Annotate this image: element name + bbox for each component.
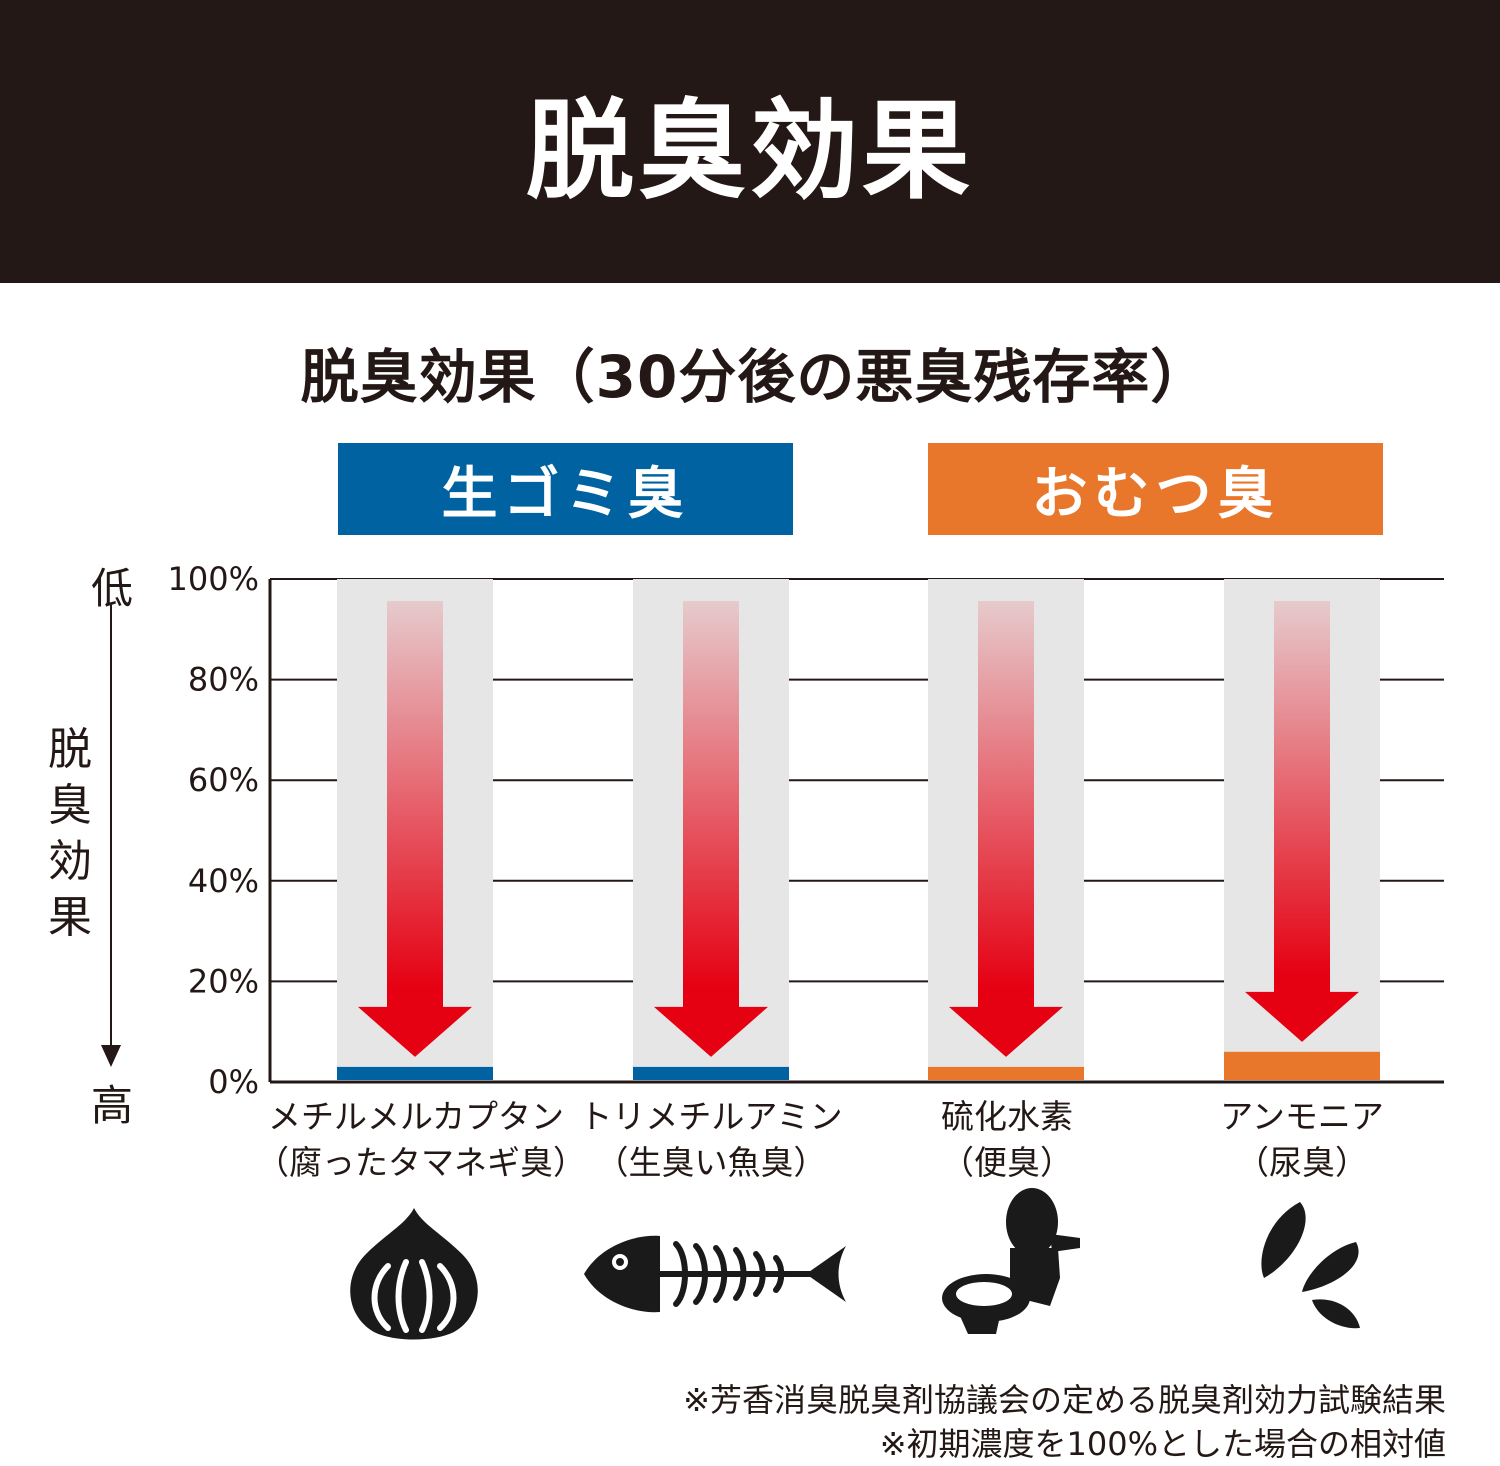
category-label: トリメチルアミン （生臭い魚臭） bbox=[551, 1094, 871, 1186]
reduction-arrow bbox=[949, 601, 1063, 1057]
category-name: アンモニア bbox=[1220, 1097, 1384, 1136]
category-label: メチルメルカプタン （腐ったタマネギ臭） bbox=[256, 1094, 586, 1186]
group-label-diaper: おむつ臭 bbox=[928, 443, 1383, 535]
group-label-raw-garbage: 生ゴミ臭 bbox=[338, 443, 793, 535]
fish-bone-icon bbox=[584, 1235, 846, 1313]
category-name: 硫化水素 bbox=[941, 1097, 1073, 1136]
category-name: メチルメルカプタン bbox=[267, 1097, 564, 1136]
reduction-arrow bbox=[1245, 601, 1359, 1042]
header-banner: 脱臭効果 bbox=[0, 0, 1500, 283]
y-tick-label: 0% bbox=[208, 1063, 259, 1101]
residual-bar bbox=[1224, 1051, 1380, 1080]
header-title: 脱臭効果 bbox=[525, 88, 974, 214]
toilet-icon bbox=[942, 1188, 1080, 1334]
category-description: （腐ったタマネギ臭） bbox=[256, 1143, 586, 1182]
category-description: （生臭い魚臭） bbox=[595, 1143, 827, 1182]
y-axis-label: 脱臭効果 bbox=[48, 724, 92, 943]
y-axis-low-label: 低 bbox=[90, 564, 133, 613]
y-tick-label: 40% bbox=[188, 862, 259, 900]
y-tick-label: 20% bbox=[188, 962, 259, 1000]
chart-title: 脱臭効果（30分後の悪臭残存率） bbox=[300, 343, 1210, 411]
y-axis-direction-arrowhead bbox=[101, 1045, 121, 1067]
category-description: （便臭） bbox=[941, 1143, 1073, 1182]
category-label: 硫化水素 （便臭） bbox=[847, 1094, 1167, 1186]
reduction-arrow bbox=[654, 601, 768, 1057]
footnote: ※芳香消臭脱臭剤協議会の定める脱臭剤効力試験結果 bbox=[683, 1381, 1446, 1419]
category-name: トリメチルアミン bbox=[579, 1097, 843, 1136]
footnote: ※初期濃度を100%とした場合の相対値 bbox=[879, 1425, 1446, 1463]
y-tick-label: 80% bbox=[188, 661, 259, 699]
splash-icon bbox=[1261, 1202, 1360, 1329]
onion-icon bbox=[350, 1208, 478, 1340]
reduction-arrow bbox=[358, 601, 472, 1057]
residual-bar bbox=[337, 1066, 493, 1080]
category-description: （尿臭） bbox=[1236, 1143, 1368, 1182]
y-axis-high-label: 高 bbox=[90, 1081, 133, 1130]
footnotes: ※芳香消臭脱臭剤協議会の定める脱臭剤効力試験結果 ※初期濃度を100%とした場合… bbox=[683, 1378, 1446, 1466]
y-tick-label: 100% bbox=[168, 560, 259, 598]
residual-bar bbox=[928, 1066, 1084, 1080]
category-label: アンモニア （尿臭） bbox=[1142, 1094, 1462, 1186]
residual-bar bbox=[633, 1066, 789, 1080]
y-tick-label: 60% bbox=[188, 761, 259, 799]
